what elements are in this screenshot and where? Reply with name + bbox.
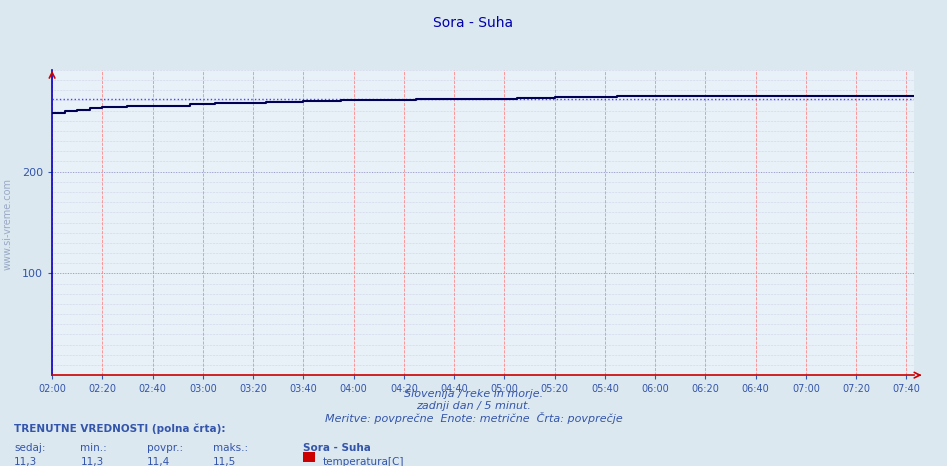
Text: TRENUTNE VREDNOSTI (polna črta):: TRENUTNE VREDNOSTI (polna črta): <box>14 423 225 434</box>
Text: maks.:: maks.: <box>213 443 248 452</box>
Text: Slovenija / reke in morje.: Slovenija / reke in morje. <box>404 389 543 399</box>
Text: 11,4: 11,4 <box>147 457 170 466</box>
Text: zadnji dan / 5 minut.: zadnji dan / 5 minut. <box>416 401 531 411</box>
Text: www.si-vreme.com: www.si-vreme.com <box>3 178 12 270</box>
Text: min.:: min.: <box>80 443 107 452</box>
Text: sedaj:: sedaj: <box>14 443 45 452</box>
Text: 11,5: 11,5 <box>213 457 237 466</box>
Text: Meritve: povprečne  Enote: metrične  Črta: povprečje: Meritve: povprečne Enote: metrične Črta:… <box>325 412 622 425</box>
Text: Sora - Suha: Sora - Suha <box>434 16 513 30</box>
Text: Sora - Suha: Sora - Suha <box>303 443 371 452</box>
Text: 11,3: 11,3 <box>14 457 38 466</box>
Text: povpr.:: povpr.: <box>147 443 183 452</box>
Text: temperatura[C]: temperatura[C] <box>323 457 404 466</box>
Text: 11,3: 11,3 <box>80 457 104 466</box>
